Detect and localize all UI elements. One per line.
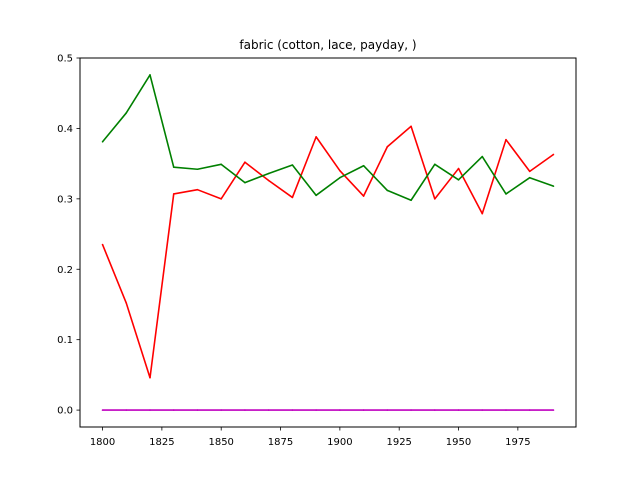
x-tick-label: 1900 <box>327 437 352 448</box>
y-tick-label: 0.4 <box>57 124 73 135</box>
data-point <box>291 409 294 411</box>
data-point <box>267 409 270 411</box>
data-point <box>410 409 412 411</box>
data-point <box>528 170 531 173</box>
data-point <box>505 409 507 411</box>
data-point <box>291 164 294 166</box>
x-tick-label: 1875 <box>268 437 293 448</box>
data-point <box>244 161 246 164</box>
data-point <box>291 196 294 199</box>
data-point <box>386 145 389 148</box>
plot-frame <box>79 57 577 428</box>
data-point <box>410 199 412 202</box>
data-point <box>172 409 175 411</box>
data-point <box>101 141 104 143</box>
x-tick-label: 1800 <box>90 437 115 448</box>
x-tick-label: 1975 <box>505 437 530 448</box>
series-line-2 <box>101 74 554 202</box>
data-point <box>220 163 223 166</box>
series-1 <box>101 125 555 379</box>
data-point <box>433 163 436 166</box>
data-point <box>196 188 199 191</box>
data-point <box>339 176 341 179</box>
chart-title: fabric (cotton, lace, payday, ) <box>239 38 416 52</box>
data-point <box>528 176 531 179</box>
y-tick-label: 0.3 <box>57 194 73 205</box>
data-point <box>172 166 175 168</box>
data-point <box>149 74 151 76</box>
data-point <box>552 409 555 411</box>
data-point <box>433 409 436 411</box>
data-point <box>125 302 128 304</box>
series-3 <box>101 409 555 411</box>
data-point <box>552 185 555 187</box>
data-point <box>481 409 484 411</box>
data-point <box>196 409 199 411</box>
data-point <box>101 409 104 411</box>
data-point <box>220 409 223 411</box>
data-point <box>362 164 365 167</box>
y-tick-label: 0.2 <box>57 265 73 276</box>
data-point <box>505 138 507 141</box>
data-point <box>362 409 365 411</box>
data-point <box>125 112 128 114</box>
x-tick-label: 1925 <box>386 437 411 448</box>
data-point <box>196 168 199 171</box>
data-point <box>386 189 389 192</box>
data-point <box>101 243 104 246</box>
data-point <box>362 195 365 197</box>
data-point <box>339 169 341 172</box>
x-tick-label: 1850 <box>208 437 233 448</box>
data-point <box>315 409 317 411</box>
data-point <box>244 409 246 411</box>
series-2 <box>101 74 555 202</box>
x-tick-label: 1950 <box>446 437 471 448</box>
data-point <box>315 136 317 138</box>
data-point <box>267 179 270 182</box>
x-tick-label: 1825 <box>149 437 174 448</box>
y-tick-label: 0.0 <box>57 406 73 417</box>
data-point <box>552 153 555 156</box>
series-layer <box>101 74 555 411</box>
data-point <box>505 193 507 195</box>
data-point <box>339 409 341 411</box>
data-point <box>457 167 460 170</box>
data-point <box>386 409 389 411</box>
y-tick-label: 0.5 <box>57 54 73 65</box>
data-point <box>149 409 151 411</box>
y-tick-label: 0.1 <box>57 335 73 346</box>
series-line-1 <box>101 125 554 379</box>
data-point <box>457 179 460 181</box>
data-point <box>220 198 223 200</box>
data-point <box>244 181 246 184</box>
data-point <box>315 194 317 197</box>
data-point <box>149 376 151 379</box>
data-point <box>481 212 484 215</box>
x-axis-ticks: 1800 1825 1850 1875 1900 1925 1950 1975 <box>90 427 531 448</box>
data-point <box>528 409 531 411</box>
data-point <box>125 409 128 411</box>
data-point <box>267 172 270 175</box>
data-point <box>433 198 436 200</box>
data-point <box>457 409 460 411</box>
data-point <box>410 125 412 128</box>
data-point <box>172 193 175 195</box>
data-point <box>481 155 484 158</box>
y-axis-ticks: 0.0 0.1 0.2 0.3 0.4 0.5 <box>57 54 80 417</box>
